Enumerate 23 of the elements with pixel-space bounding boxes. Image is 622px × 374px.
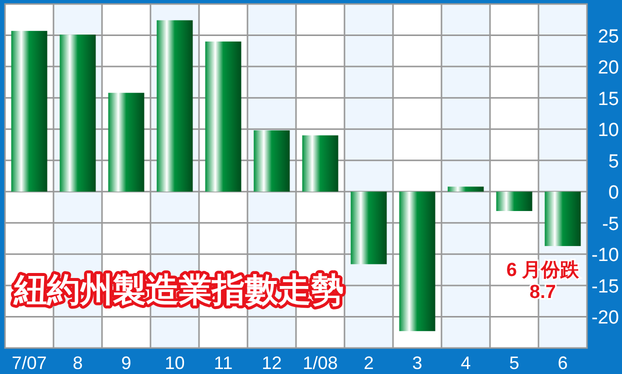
x-tick-label: 10 [164,353,185,373]
y-tick-label: -5 [602,214,619,235]
x-tick-label: 12 [262,353,282,373]
y-tick-label: 25 [598,26,619,48]
y-tick-label: -15 [592,276,619,298]
y-tick-label: -20 [592,308,619,329]
y-tick-label: 20 [598,58,619,79]
x-tick-label: 1/08 [302,353,338,373]
x-tick-label: 2 [364,353,374,373]
x-tick-label: 8 [72,353,83,373]
x-tick-label: 7/07 [12,353,47,373]
y-tick-label: -10 [592,245,619,266]
x-tick-label: 11 [214,353,233,373]
y-tick-label: 15 [598,88,619,110]
x-tick-label: 4 [460,353,471,373]
y-tick-label: 0 [608,182,619,204]
y-tick-label: 5 [608,151,619,172]
y-tick-label: 10 [598,120,619,142]
x-tick-label: 9 [121,353,132,373]
x-tick-label: 6 [558,353,568,373]
x-tick-label: 3 [412,353,422,373]
x-tick-label: 5 [509,353,520,373]
annotation: 6 月份跌 8.7 [506,260,580,304]
